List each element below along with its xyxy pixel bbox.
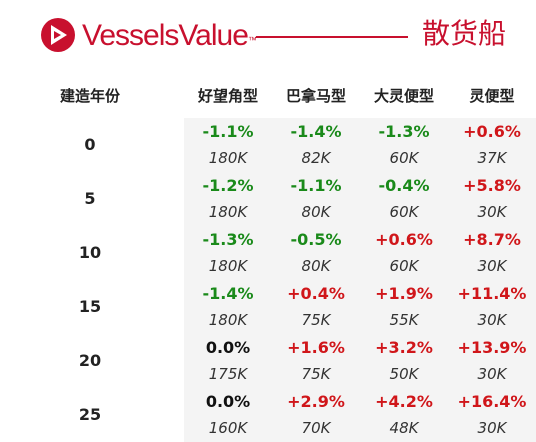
vessel-value-cell: 180K — [208, 203, 248, 221]
vessel-value-cell: 70K — [301, 419, 331, 437]
vessel-value-cell: 30K — [477, 203, 507, 221]
percent-change-cell: +4.2% — [375, 392, 433, 411]
percent-change-cell: +5.8% — [463, 176, 521, 195]
vessel-value-cell: 60K — [389, 203, 419, 221]
header-divider-line — [256, 36, 408, 38]
table-row: 15 -1.4% +0.4% +1.9% +11.4% 180K 75K 55K 30K — [0, 280, 536, 334]
table-row: 0 -1.1% -1.4% -1.3% +0.6% 180K 82K 60K 37K — [0, 118, 536, 172]
percent-change-cell: +1.9% — [375, 284, 433, 303]
percent-change-row: -1.3% -0.5% +0.6% +8.7% — [184, 226, 536, 253]
vessel-value-cell: 160K — [208, 419, 248, 437]
brand-name: VesselsValue™ — [82, 19, 257, 52]
table-row: 20 0.0% +1.6% +3.2% +13.9% 175K 75K 50K 30K — [0, 334, 536, 388]
vessel-value-cell: 80K — [301, 203, 331, 221]
value-row: 180K 82K 60K 37K — [184, 145, 536, 172]
percent-change-cell: -0.5% — [290, 230, 342, 249]
percent-change-cell: +0.6% — [375, 230, 433, 249]
vessel-value-cell: 75K — [301, 311, 331, 329]
vessel-value-cell: 30K — [477, 311, 507, 329]
percent-change-cell: +13.9% — [457, 338, 527, 357]
vessel-value-cell: 30K — [477, 257, 507, 275]
percent-change-cell: +0.6% — [463, 122, 521, 141]
vessel-value-cell: 82K — [301, 149, 331, 167]
vesselsvalue-logo-icon — [41, 18, 75, 52]
table-row: 10 -1.3% -0.5% +0.6% +8.7% 180K 80K 60K 30K — [0, 226, 536, 280]
vessel-value-cell: 50K — [389, 365, 419, 383]
vessel-value-cell: 175K — [208, 365, 248, 383]
percent-change-cell: +11.4% — [457, 284, 527, 303]
column-header-capesize: 好望角型 — [197, 87, 258, 105]
column-headers: 建造年份 好望角型 巴拿马型 大灵便型 灵便型 — [0, 78, 536, 114]
percent-change-cell: 0.0% — [205, 392, 251, 411]
percent-change-row: 0.0% +2.9% +4.2% +16.4% — [184, 388, 536, 415]
percent-change-cell: -1.1% — [290, 176, 342, 195]
page-title: 散货船 — [422, 17, 507, 50]
column-header-supramax: 大灵便型 — [373, 87, 434, 105]
percent-change-row: -1.2% -1.1% -0.4% +5.8% — [184, 172, 536, 199]
header: VesselsValue™ 散货船 — [0, 0, 536, 70]
build-year-cell: 15 — [78, 297, 102, 316]
vessel-value-cell: 80K — [301, 257, 331, 275]
build-year-cell: 5 — [84, 189, 96, 208]
table-row: 5 -1.2% -1.1% -0.4% +5.8% 180K 80K 60K 30K — [0, 172, 536, 226]
percent-change-cell: +2.9% — [287, 392, 345, 411]
vessel-value-cell: 30K — [477, 365, 507, 383]
vessel-value-cell: 60K — [389, 149, 419, 167]
percent-change-cell: -1.4% — [290, 122, 342, 141]
value-row: 175K 75K 50K 30K — [184, 361, 536, 388]
build-year-cell: 0 — [84, 135, 96, 154]
build-year-cell: 10 — [78, 243, 102, 262]
value-row: 180K 80K 60K 30K — [184, 253, 536, 280]
vessel-value-cell: 180K — [208, 149, 248, 167]
column-header-handysize: 灵便型 — [469, 87, 515, 105]
vessel-value-cell: 55K — [389, 311, 419, 329]
percent-change-cell: +0.4% — [287, 284, 345, 303]
percent-change-cell: 0.0% — [205, 338, 251, 357]
column-header-panamax: 巴拿马型 — [285, 87, 346, 105]
percent-change-row: -1.4% +0.4% +1.9% +11.4% — [184, 280, 536, 307]
vessel-value-cell: 48K — [389, 419, 419, 437]
table-row: 25 0.0% +2.9% +4.2% +16.4% 160K 70K 48K 30K — [0, 388, 536, 442]
percent-change-cell: -1.1% — [202, 122, 254, 141]
vessel-value-cell: 37K — [477, 149, 507, 167]
percent-change-cell: +1.6% — [287, 338, 345, 357]
value-row: 160K 70K 48K 30K — [184, 415, 536, 442]
vessel-value-cell: 75K — [301, 365, 331, 383]
vessel-value-cell: 30K — [477, 419, 507, 437]
percent-change-cell: -1.2% — [202, 176, 254, 195]
vessel-value-cell: 180K — [208, 311, 248, 329]
build-year-cell: 20 — [78, 351, 102, 370]
percent-change-row: 0.0% +1.6% +3.2% +13.9% — [184, 334, 536, 361]
build-year-cell: 25 — [78, 405, 102, 424]
value-row: 180K 80K 60K 30K — [184, 199, 536, 226]
percent-change-row: -1.1% -1.4% -1.3% +0.6% — [184, 118, 536, 145]
percent-change-cell: +16.4% — [457, 392, 527, 411]
percent-change-cell: +3.2% — [375, 338, 433, 357]
percent-change-cell: -0.4% — [378, 176, 430, 195]
percent-change-cell: -1.4% — [202, 284, 254, 303]
vessel-value-cell: 60K — [389, 257, 419, 275]
percent-change-cell: +8.7% — [463, 230, 521, 249]
column-header-age: 建造年份 — [59, 87, 120, 105]
percent-change-cell: -1.3% — [378, 122, 430, 141]
vessel-value-cell: 180K — [208, 257, 248, 275]
value-row: 180K 75K 55K 30K — [184, 307, 536, 334]
percent-change-cell: -1.3% — [202, 230, 254, 249]
